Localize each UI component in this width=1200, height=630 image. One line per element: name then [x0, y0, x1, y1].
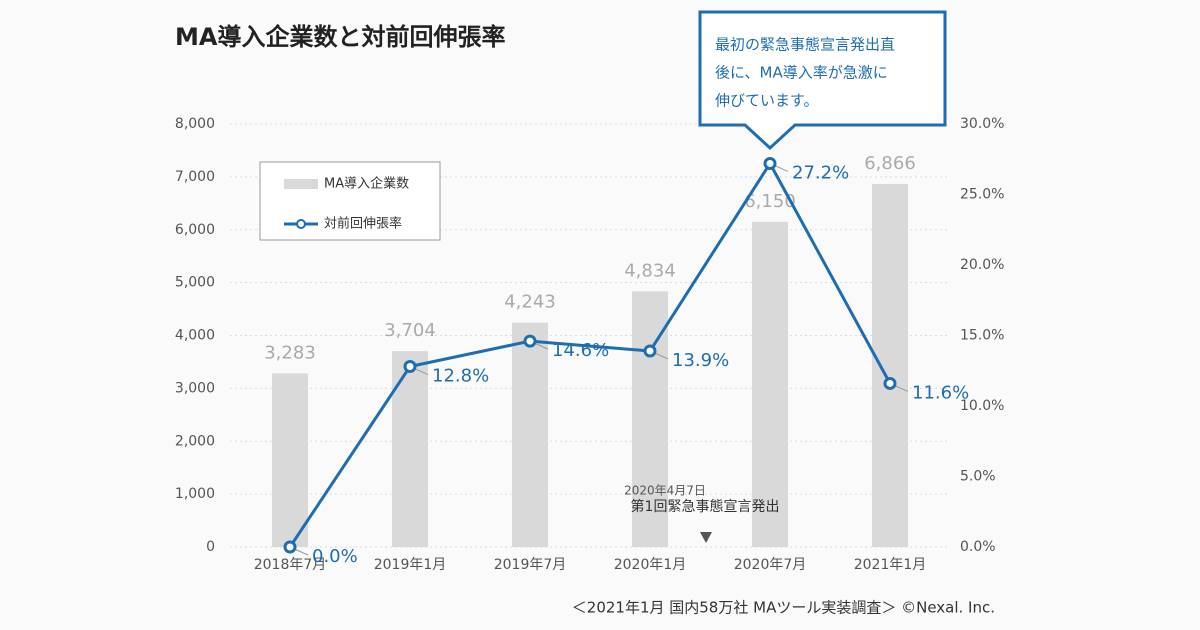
event-date: 2020年4月7日 [624, 484, 706, 498]
event-marker [700, 532, 712, 543]
y-tick-label: 1,000 [175, 486, 215, 502]
bar [272, 373, 308, 547]
callout: 最初の緊急事態宣言発出直 後に、MA導入率が急激に 伸びています。 [698, 10, 947, 151]
y-tick-label: 5,000 [175, 275, 215, 291]
bar-value-label: 4,243 [504, 292, 556, 313]
y-tick-label: 0 [206, 539, 215, 555]
legend-label: 対前回伸張率 [324, 216, 402, 232]
y2-tick-label: 5.0% [960, 469, 996, 485]
x-tick-label: 2019年7月 [494, 557, 567, 573]
line-value-label: 0.0% [312, 546, 358, 567]
bar-value-label: 6,866 [864, 153, 916, 174]
bar-value-label: 4,834 [624, 260, 676, 281]
line-value-label: 13.9% [672, 350, 729, 371]
callout-line: 伸びています。 [715, 92, 819, 110]
x-tick-label: 2021年1月 [854, 557, 927, 573]
bar-value-label: 3,283 [264, 342, 316, 363]
y2-tick-label: 0.0% [960, 539, 996, 555]
callout-box [698, 10, 947, 151]
y-tick-label: 2,000 [175, 433, 215, 449]
y2-tick-label: 30.0% [960, 116, 1004, 132]
legend-swatch-marker [296, 219, 306, 229]
y2-tick-label: 25.0% [960, 187, 1004, 203]
y2-tick-label: 10.0% [960, 398, 1004, 414]
line-value-label: 27.2% [792, 162, 849, 183]
bar [752, 221, 788, 547]
bar [872, 183, 908, 547]
bar [392, 351, 428, 547]
source: ＜2021年1月 国内58万社 MAツール実装調査＞ ©Nexal. Inc. [572, 599, 995, 617]
callout-line: 後に、MA導入率が急激に [715, 64, 888, 82]
line-value-label: 14.6% [552, 340, 609, 361]
x-tick-label: 2019年1月 [374, 557, 447, 573]
x-tick-label: 2020年1月 [614, 557, 687, 573]
y2-tick-label: 15.0% [960, 328, 1004, 344]
y-tick-label: 6,000 [175, 222, 215, 238]
y-tick-label: 7,000 [175, 169, 215, 185]
line-marker [883, 376, 897, 390]
y-tick-label: 8,000 [175, 116, 215, 132]
x-tick-label: 2018年7月 [254, 557, 327, 573]
line-marker [763, 156, 777, 170]
bar-value-label: 3,704 [384, 320, 436, 341]
legend-box [259, 161, 441, 241]
bar [512, 322, 548, 547]
line-marker [403, 360, 417, 374]
y2-tick-label: 20.0% [960, 257, 1004, 273]
line-marker [283, 540, 297, 554]
line-marker [523, 334, 537, 348]
event-label: 第1回緊急事態宣言発出 [631, 498, 780, 515]
x-tick-label: 2020年7月 [734, 557, 807, 573]
line-marker [643, 344, 657, 358]
y-tick-label: 3,000 [175, 380, 215, 396]
chart-title: MA導入企業数と対前回伸張率 [175, 23, 505, 51]
bar-value-label: 6,150 [744, 191, 796, 212]
line-value-label: 12.8% [432, 366, 489, 387]
y-tick-label: 4,000 [175, 328, 215, 344]
legend-label: MA導入企業数 [324, 176, 409, 192]
line-value-label: 11.6% [912, 382, 969, 403]
callout-line: 最初の緊急事態宣言発出直 [715, 36, 895, 54]
legend-swatch [284, 179, 318, 189]
line [288, 160, 892, 548]
plot: 0 1,000 2,000 3,000 4,000 5,000 6,000 7,000 8,00… [175, 116, 1005, 573]
